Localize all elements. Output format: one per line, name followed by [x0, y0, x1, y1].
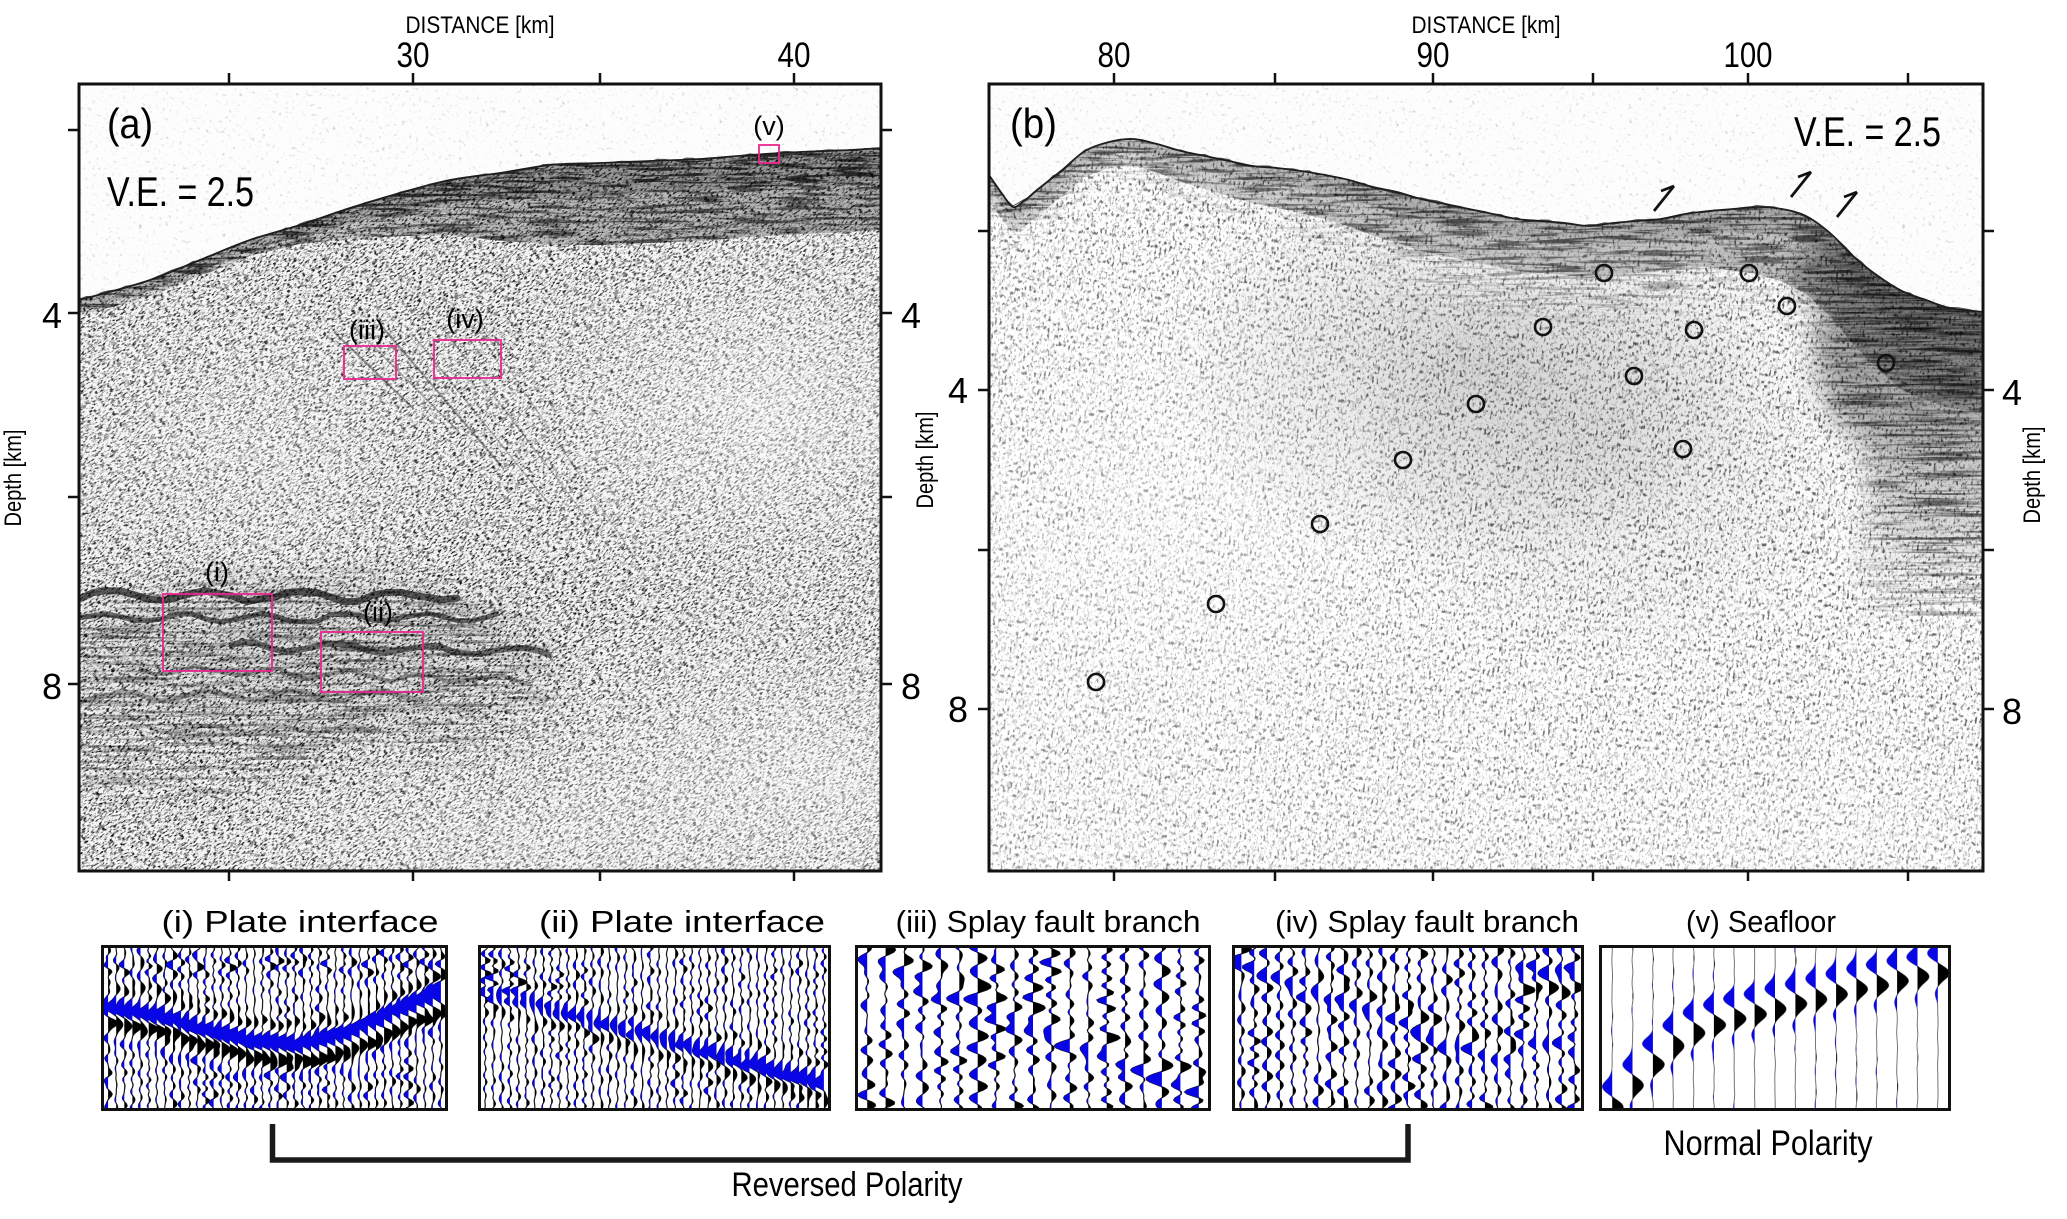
svg-text:V.E. = 2.5: V.E. = 2.5	[107, 168, 254, 215]
svg-text:(iii) Splay fault branch: (iii) Splay fault branch	[896, 904, 1201, 939]
svg-text:(v) Seafloor: (v) Seafloor	[1686, 904, 1836, 939]
svg-text:80: 80	[1098, 36, 1131, 75]
svg-text:4: 4	[42, 295, 62, 336]
svg-text:Depth [km]: Depth [km]	[912, 412, 939, 509]
svg-text:4: 4	[948, 370, 968, 411]
svg-text:(v): (v)	[753, 111, 784, 141]
svg-text:(ii) Plate interface: (ii) Plate interface	[539, 904, 825, 939]
svg-text:(i) Plate interface: (i) Plate interface	[162, 904, 439, 939]
svg-text:(i): (i)	[205, 557, 229, 587]
svg-text:100: 100	[1724, 36, 1773, 75]
svg-text:8: 8	[42, 666, 62, 707]
svg-text:30: 30	[397, 36, 430, 75]
svg-text:(b): (b)	[1010, 100, 1057, 147]
svg-text:Depth [km]: Depth [km]	[0, 430, 27, 527]
svg-text:(iii): (iii)	[349, 315, 385, 345]
svg-text:(iv) Splay fault branch: (iv) Splay fault branch	[1275, 904, 1579, 939]
svg-text:V.E. = 2.5: V.E. = 2.5	[1794, 108, 1941, 155]
svg-text:40: 40	[778, 36, 811, 75]
svg-text:8: 8	[2002, 691, 2022, 732]
svg-text:4: 4	[2002, 372, 2022, 413]
svg-text:(iv): (iv)	[446, 304, 483, 334]
svg-text:(ii): (ii)	[363, 597, 393, 627]
svg-text:Normal Polarity: Normal Polarity	[1664, 1124, 1873, 1163]
svg-text:8: 8	[901, 666, 921, 707]
svg-text:Reversed Polarity: Reversed Polarity	[732, 1166, 963, 1204]
svg-text:(a): (a)	[107, 100, 153, 147]
svg-text:90: 90	[1417, 36, 1450, 75]
svg-text:DISTANCE [km]: DISTANCE [km]	[1412, 12, 1561, 39]
svg-text:Depth [km]: Depth [km]	[2019, 427, 2046, 524]
svg-text:4: 4	[901, 295, 921, 336]
svg-text:8: 8	[948, 689, 968, 730]
svg-text:DISTANCE [km]: DISTANCE [km]	[406, 12, 555, 39]
